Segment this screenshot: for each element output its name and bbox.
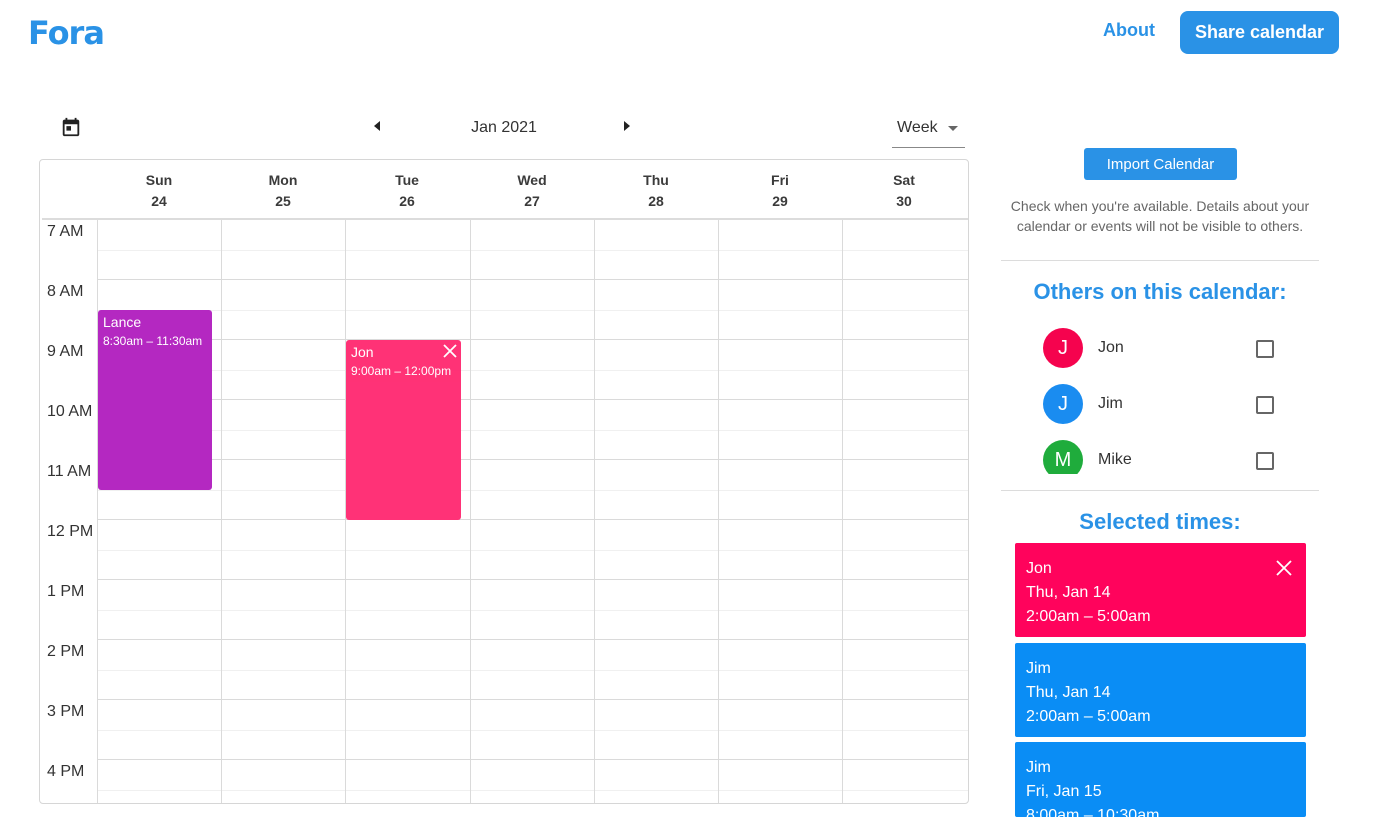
panel-divider xyxy=(1001,490,1319,491)
day-header-wed: Wed 27 xyxy=(517,172,547,209)
event-title: Jon xyxy=(351,344,374,360)
selected-name: Jim xyxy=(1026,660,1051,677)
day-header-fri: Fri 29 xyxy=(771,172,789,209)
time-label: 1 PM xyxy=(47,583,85,600)
list-item: J Jon xyxy=(1001,318,1319,374)
event-title: Lance xyxy=(103,314,142,330)
avatar: M xyxy=(1043,440,1083,474)
time-label: 3 PM xyxy=(47,703,85,720)
selected-time: 2:00am – 5:00am xyxy=(1026,708,1151,725)
time-label: 9 AM xyxy=(47,343,84,360)
list-item: M Mike xyxy=(1001,430,1319,474)
person-name: Jim xyxy=(1098,395,1123,412)
calendar-event-jon[interactable]: Jon 9:00am – 12:00pm xyxy=(346,340,461,520)
time-label: 10 AM xyxy=(47,403,93,420)
availability-checkbox[interactable] xyxy=(1256,396,1274,414)
panel-divider xyxy=(1001,260,1319,261)
selected-time: 8:00am – 10:30am xyxy=(1026,807,1160,817)
day-header-tue: Tue 26 xyxy=(395,172,419,209)
view-select[interactable]: Week xyxy=(892,112,965,148)
day-header-mon: Mon 25 xyxy=(268,172,298,209)
import-calendar-button[interactable]: Import Calendar xyxy=(1084,148,1237,180)
chevron-down-icon xyxy=(948,126,958,131)
about-link[interactable]: About xyxy=(1103,20,1155,40)
time-label: 12 PM xyxy=(47,523,94,540)
selected-name: Jim xyxy=(1026,759,1051,776)
time-label: 4 PM xyxy=(47,763,85,780)
time-label: 8 AM xyxy=(47,283,84,300)
help-text: Check when you're available. Details abo… xyxy=(1010,198,1310,234)
selected-date: Fri, Jan 15 xyxy=(1026,783,1102,800)
header-divider xyxy=(42,218,968,220)
availability-checkbox[interactable] xyxy=(1256,340,1274,358)
person-name: Jon xyxy=(1098,339,1124,356)
avatar: J xyxy=(1043,384,1083,424)
selected-name: Jon xyxy=(1026,560,1052,577)
close-icon[interactable] xyxy=(443,344,457,358)
time-label: 2 PM xyxy=(47,643,85,660)
selected-date: Thu, Jan 14 xyxy=(1026,684,1111,701)
prev-week-button[interactable] xyxy=(374,121,380,131)
view-select-value: Week xyxy=(897,119,938,136)
availability-checkbox[interactable] xyxy=(1256,452,1274,470)
day-header-thu: Thu 28 xyxy=(643,172,669,209)
others-title: Others on this calendar: xyxy=(1033,279,1287,304)
event-time: 9:00am – 12:00pm xyxy=(351,364,452,378)
app-logo[interactable]: Fora xyxy=(28,14,105,52)
event-time: 8:30am – 11:30am xyxy=(103,334,203,348)
time-label: 11 AM xyxy=(47,463,92,480)
calendar-today-icon[interactable] xyxy=(60,116,82,138)
share-calendar-button[interactable]: Share calendar xyxy=(1180,11,1339,54)
person-name: Mike xyxy=(1098,451,1132,468)
week-calendar: Sun 24 Mon 25 Tue 26 Wed 27 Thu 28 Fri 29 Sat 3… xyxy=(39,159,969,804)
day-header-sat: Sat 30 xyxy=(893,172,915,209)
people-list[interactable]: J Jon J Jim M Mike xyxy=(1001,318,1319,474)
time-grid[interactable]: 7 AM 8 AM 9 AM 10 AM 11 AM 12 PM 1 PM 2 … xyxy=(40,220,968,803)
selected-times-title: Selected times: xyxy=(1079,509,1241,534)
selected-date: Thu, Jan 14 xyxy=(1026,584,1111,601)
selected-time-card[interactable]: Jon Thu, Jan 14 2:00am – 5:00am xyxy=(1015,543,1306,637)
selected-time-card[interactable]: Jim Thu, Jan 14 2:00am – 5:00am xyxy=(1015,643,1306,737)
day-header-sun: Sun 24 xyxy=(145,172,173,209)
list-item: J Jim xyxy=(1001,374,1319,430)
selected-time: 2:00am – 5:00am xyxy=(1026,608,1151,625)
current-month-label: Jan 2021 xyxy=(471,119,537,136)
time-label: 7 AM xyxy=(47,223,84,240)
calendar-event-lance[interactable]: Lance 8:30am – 11:30am xyxy=(98,310,212,490)
close-icon[interactable] xyxy=(1276,560,1292,576)
avatar: J xyxy=(1043,328,1083,368)
selected-time-card[interactable]: Jim Fri, Jan 15 8:00am – 10:30am xyxy=(1015,742,1306,817)
next-week-button[interactable] xyxy=(624,121,630,131)
